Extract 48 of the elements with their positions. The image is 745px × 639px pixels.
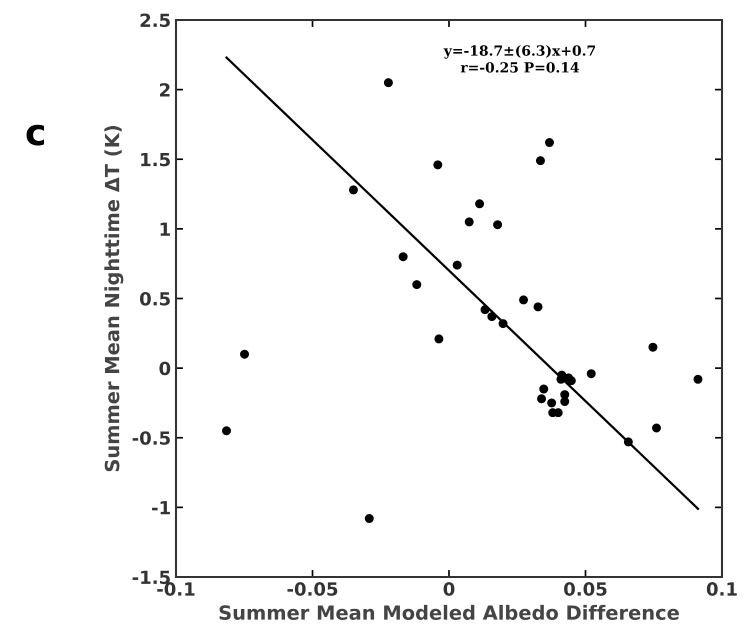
point [648, 342, 658, 352]
y-tick-label: -0.5 [132, 431, 170, 445]
point [434, 334, 444, 344]
y-tick-label: 0 [159, 362, 170, 376]
y-tick-label: -1.5 [132, 570, 170, 584]
point [412, 280, 422, 290]
point [348, 185, 358, 194]
point [560, 397, 570, 406]
point [487, 312, 496, 322]
point [475, 199, 484, 208]
point [433, 160, 442, 170]
point [693, 374, 702, 384]
point [624, 437, 633, 446]
point [398, 252, 408, 262]
point [539, 384, 548, 394]
point [493, 220, 502, 230]
x-tick-label: 0.05 [564, 582, 607, 596]
point [586, 369, 596, 378]
y-tick-label: 2.5 [140, 13, 170, 28]
point [222, 426, 232, 436]
text: c [26, 124, 44, 146]
x-tick-label: -0.05 [287, 582, 338, 596]
point [452, 260, 462, 270]
point [537, 394, 546, 404]
point [464, 217, 474, 226]
x-axis-title: Summer Mean Modeled Albedo Difference [220, 604, 679, 620]
point [519, 295, 528, 304]
point [534, 302, 542, 312]
point [566, 376, 576, 386]
x-tick-label: -0.1 [157, 582, 194, 596]
y-axis-title: Summer Mean Nighttime ΔT (K) [104, 126, 124, 472]
point [384, 78, 393, 88]
point [498, 319, 508, 328]
point [652, 424, 661, 432]
y-tick-label: 1.5 [141, 152, 170, 166]
y-tick-label: 0.5 [140, 292, 170, 306]
point [480, 305, 490, 314]
x-tick-label: 0.1 [706, 582, 737, 596]
x-tick-label: 0 [444, 582, 454, 596]
y-tick-label: 1 [160, 222, 170, 236]
y-tick-label: 2 [160, 83, 170, 96]
point [547, 398, 556, 408]
y-tick-label: -1 [152, 501, 170, 514]
annotation: y=-18.7±(6.3)x+0.7 r=-0.25 P=0.14 [444, 45, 595, 73]
point [364, 514, 374, 524]
point [544, 138, 554, 148]
point [240, 350, 250, 359]
point [536, 156, 545, 166]
